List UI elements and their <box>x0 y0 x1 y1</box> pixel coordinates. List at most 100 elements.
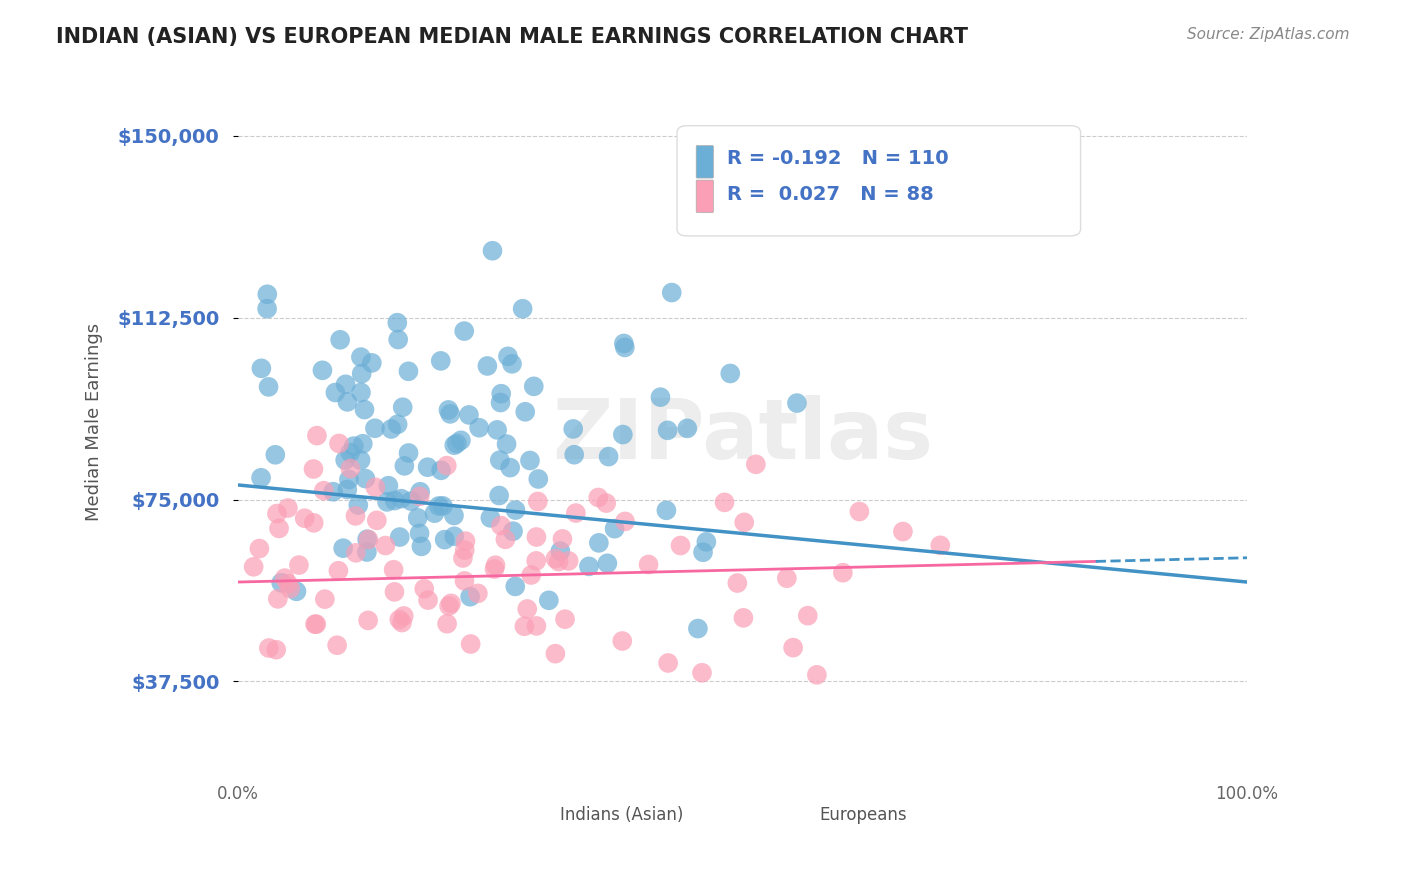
Point <box>366 513 388 527</box>
Point <box>429 354 451 368</box>
Point <box>782 640 804 655</box>
Point <box>433 533 456 547</box>
Point <box>439 407 461 421</box>
Point <box>329 333 352 347</box>
Point <box>267 591 290 606</box>
Point <box>526 530 548 544</box>
Point <box>523 379 546 393</box>
FancyBboxPatch shape <box>696 145 713 178</box>
Point <box>339 461 361 475</box>
Point <box>612 427 634 442</box>
Point <box>354 472 377 486</box>
Point <box>430 463 453 477</box>
Point <box>519 453 541 467</box>
Point <box>333 453 356 467</box>
Point <box>460 637 482 651</box>
Point <box>413 582 436 596</box>
Point <box>294 511 316 525</box>
Point <box>364 480 387 494</box>
Point <box>247 541 270 556</box>
Point <box>595 496 617 510</box>
Point <box>451 551 474 566</box>
Point <box>344 546 367 560</box>
Point <box>733 516 755 530</box>
Point <box>450 434 472 448</box>
Point <box>377 479 399 493</box>
Point <box>304 617 326 632</box>
Point <box>357 614 380 628</box>
Point <box>267 521 290 535</box>
Point <box>242 559 264 574</box>
Point <box>356 545 378 559</box>
Point <box>411 540 433 554</box>
Point <box>598 450 620 464</box>
Point <box>588 491 610 505</box>
Text: R =  0.027   N = 88: R = 0.027 N = 88 <box>727 185 934 204</box>
Point <box>264 448 287 462</box>
Point <box>347 498 370 512</box>
Point <box>454 543 477 558</box>
Point <box>512 301 534 316</box>
Point <box>489 395 512 409</box>
Point <box>391 401 413 415</box>
Point <box>578 559 600 574</box>
Point <box>384 585 406 599</box>
Point <box>484 558 506 573</box>
Point <box>352 436 374 450</box>
Point <box>488 489 510 503</box>
Point <box>831 566 853 580</box>
Point <box>339 445 361 459</box>
Point <box>437 403 460 417</box>
Point <box>806 668 828 682</box>
Point <box>501 357 523 371</box>
Point <box>613 341 636 355</box>
Point <box>356 533 378 547</box>
Point <box>392 609 415 624</box>
Point <box>551 532 574 546</box>
Point <box>637 558 659 572</box>
Point <box>285 584 308 599</box>
Point <box>326 638 349 652</box>
Point <box>526 494 548 508</box>
Point <box>496 349 519 363</box>
Point <box>613 336 636 351</box>
Point <box>550 544 572 558</box>
Y-axis label: Median Male Earnings: Median Male Earnings <box>86 323 103 521</box>
Point <box>328 436 350 450</box>
Point <box>375 495 398 509</box>
Point <box>436 458 458 473</box>
Point <box>394 458 416 473</box>
Text: Europeans: Europeans <box>820 805 907 823</box>
Point <box>387 333 409 347</box>
Point <box>314 592 336 607</box>
Point <box>745 458 768 472</box>
Point <box>479 511 502 525</box>
Point <box>380 422 402 436</box>
Point <box>350 367 373 381</box>
Point <box>443 529 465 543</box>
Point <box>453 324 475 338</box>
Point <box>391 615 413 630</box>
Point <box>389 491 412 506</box>
Point <box>513 619 536 633</box>
Point <box>484 562 506 576</box>
Point <box>494 533 516 547</box>
Point <box>266 507 288 521</box>
Point <box>387 417 409 432</box>
Point <box>399 494 422 508</box>
Point <box>305 428 328 442</box>
Point <box>336 483 359 497</box>
Point <box>776 571 799 585</box>
Point <box>612 634 634 648</box>
Point <box>388 613 411 627</box>
Point <box>554 612 576 626</box>
Point <box>311 363 333 377</box>
Point <box>505 503 527 517</box>
Point <box>257 380 280 394</box>
Point <box>481 244 503 258</box>
Point <box>288 558 311 572</box>
Point <box>382 563 405 577</box>
Point <box>526 619 548 633</box>
Point <box>409 484 432 499</box>
Point <box>588 536 610 550</box>
